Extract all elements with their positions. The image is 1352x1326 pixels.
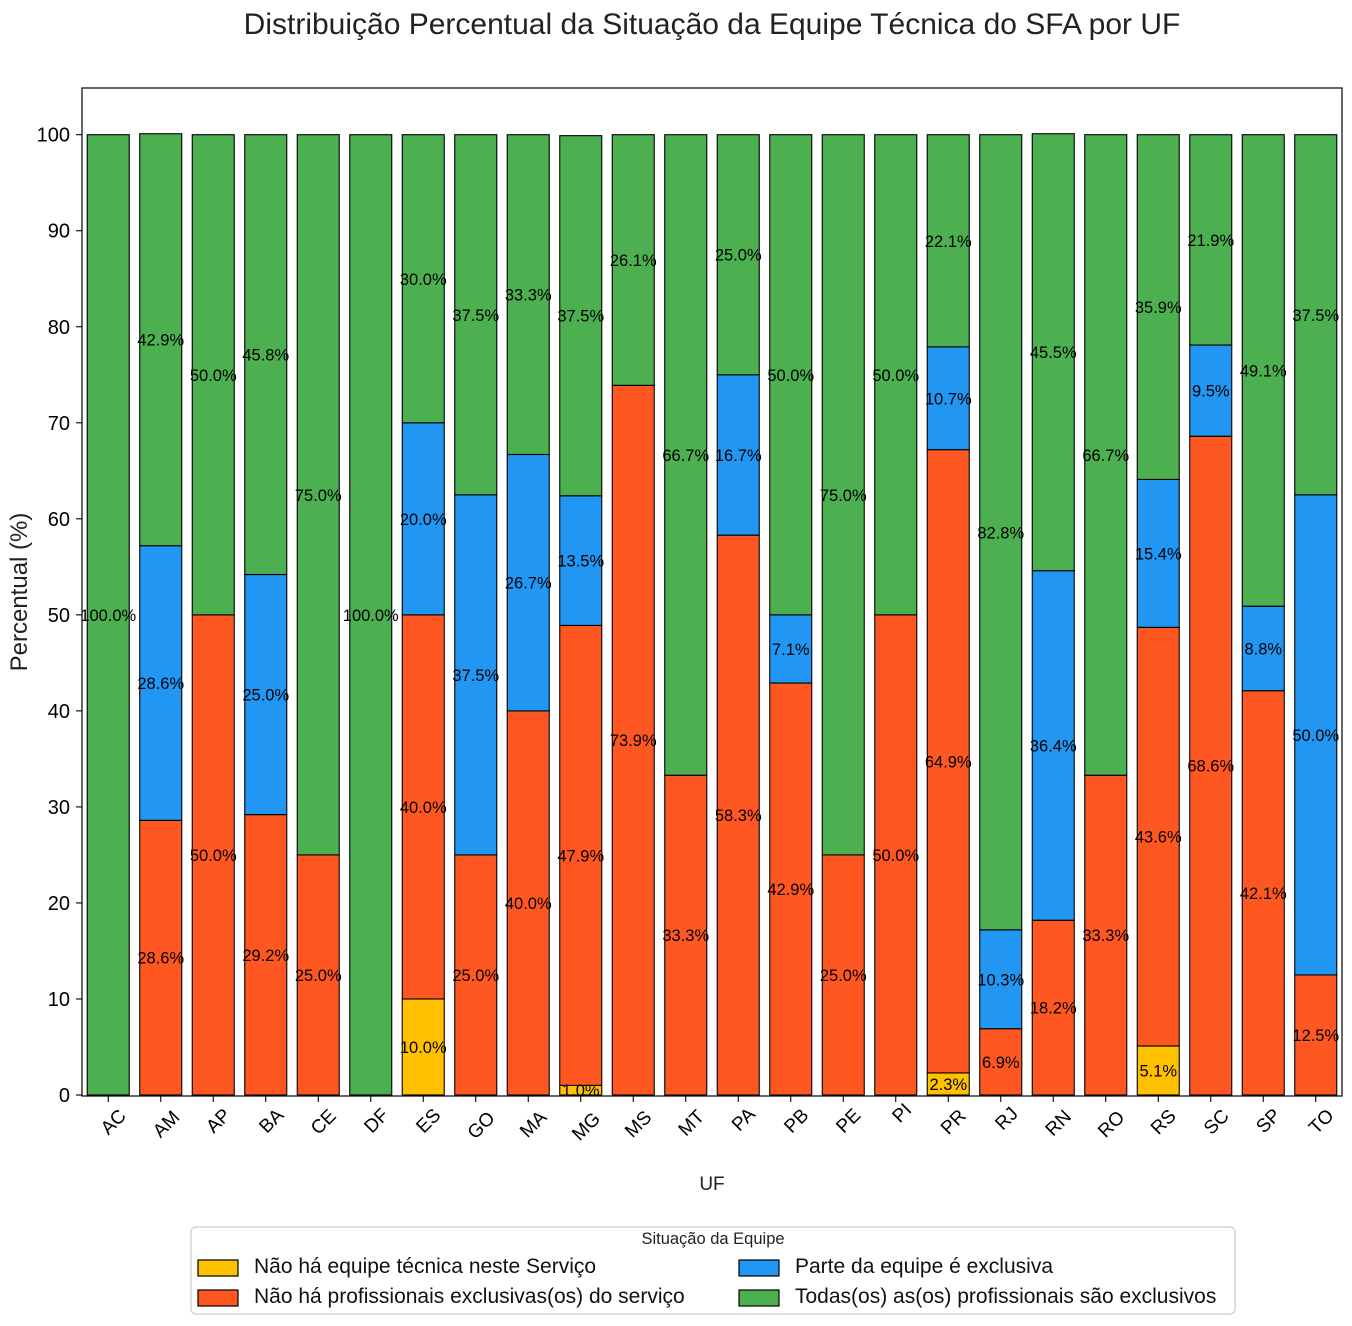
svg-text:64.9%: 64.9%	[925, 753, 972, 771]
svg-text:26.1%: 26.1%	[610, 252, 657, 270]
svg-text:18.2%: 18.2%	[1030, 1000, 1077, 1018]
svg-text:40: 40	[48, 701, 70, 723]
svg-text:75.0%: 75.0%	[820, 487, 867, 505]
svg-text:35.9%: 35.9%	[1135, 299, 1182, 317]
svg-text:45.8%: 45.8%	[242, 347, 289, 365]
svg-text:28.6%: 28.6%	[137, 675, 184, 693]
svg-text:33.3%: 33.3%	[1082, 927, 1129, 945]
svg-text:33.3%: 33.3%	[662, 927, 709, 945]
svg-text:25.0%: 25.0%	[715, 247, 762, 265]
svg-text:37.5%: 37.5%	[452, 307, 499, 325]
svg-text:82.8%: 82.8%	[977, 524, 1024, 542]
svg-text:42.1%: 42.1%	[1240, 885, 1287, 903]
svg-text:21.9%: 21.9%	[1187, 232, 1234, 250]
svg-text:66.7%: 66.7%	[1082, 447, 1129, 465]
svg-text:10: 10	[48, 989, 70, 1011]
svg-text:45.5%: 45.5%	[1030, 344, 1077, 362]
svg-text:28.6%: 28.6%	[137, 950, 184, 968]
svg-text:10.7%: 10.7%	[925, 390, 972, 408]
svg-text:8.8%: 8.8%	[1244, 640, 1282, 658]
svg-text:10.3%: 10.3%	[977, 971, 1024, 989]
svg-text:100.0%: 100.0%	[343, 607, 399, 625]
svg-text:9.5%: 9.5%	[1192, 383, 1230, 401]
svg-text:37.5%: 37.5%	[557, 308, 604, 326]
svg-text:100.0%: 100.0%	[80, 607, 136, 625]
svg-text:90: 90	[48, 221, 70, 243]
svg-text:42.9%: 42.9%	[767, 881, 814, 899]
svg-text:7.1%: 7.1%	[772, 641, 810, 659]
svg-text:Não há equipe técnica neste Se: Não há equipe técnica neste Serviço	[254, 1255, 596, 1278]
svg-text:50.0%: 50.0%	[872, 847, 919, 865]
svg-text:25.0%: 25.0%	[820, 967, 867, 985]
svg-text:75.0%: 75.0%	[295, 487, 342, 505]
svg-text:50: 50	[48, 605, 70, 627]
svg-text:30: 30	[48, 797, 70, 819]
svg-text:Situação da Equipe: Situação da Equipe	[641, 1230, 784, 1248]
svg-text:16.7%: 16.7%	[715, 447, 762, 465]
svg-text:20.0%: 20.0%	[400, 511, 447, 529]
svg-text:58.3%: 58.3%	[715, 807, 762, 825]
svg-text:47.9%: 47.9%	[557, 847, 604, 865]
svg-text:50.0%: 50.0%	[190, 367, 237, 385]
svg-text:25.0%: 25.0%	[242, 687, 289, 705]
svg-text:25.0%: 25.0%	[452, 967, 499, 985]
svg-text:60: 60	[48, 509, 70, 531]
svg-text:100: 100	[37, 125, 70, 147]
svg-text:40.0%: 40.0%	[400, 799, 447, 817]
svg-text:50.0%: 50.0%	[190, 847, 237, 865]
svg-text:66.7%: 66.7%	[662, 447, 709, 465]
svg-text:12.5%: 12.5%	[1292, 1027, 1339, 1045]
svg-text:30.0%: 30.0%	[400, 271, 447, 289]
svg-text:Não há profissionais exclusiva: Não há profissionais exclusivas(os) do s…	[254, 1285, 685, 1308]
svg-text:50.0%: 50.0%	[1292, 727, 1339, 745]
svg-text:6.9%: 6.9%	[982, 1054, 1020, 1072]
svg-text:36.4%: 36.4%	[1030, 737, 1077, 755]
svg-text:Parte da equipe é exclusiva: Parte da equipe é exclusiva	[795, 1255, 1053, 1278]
svg-text:1.0%: 1.0%	[562, 1082, 600, 1100]
svg-text:50.0%: 50.0%	[872, 367, 919, 385]
svg-text:50.0%: 50.0%	[767, 367, 814, 385]
svg-text:73.9%: 73.9%	[610, 732, 657, 750]
svg-text:33.3%: 33.3%	[505, 287, 552, 305]
svg-text:29.2%: 29.2%	[242, 947, 289, 965]
svg-text:49.1%: 49.1%	[1240, 362, 1287, 380]
svg-text:37.5%: 37.5%	[452, 667, 499, 685]
svg-text:42.9%: 42.9%	[137, 332, 184, 350]
svg-text:Todas(os) as(os) profissionais: Todas(os) as(os) profissionais são exclu…	[795, 1285, 1216, 1308]
svg-text:43.6%: 43.6%	[1135, 829, 1182, 847]
svg-text:26.7%: 26.7%	[505, 575, 552, 593]
svg-text:20: 20	[48, 893, 70, 915]
svg-text:25.0%: 25.0%	[295, 967, 342, 985]
svg-text:70: 70	[48, 413, 70, 435]
svg-text:68.6%: 68.6%	[1187, 758, 1234, 776]
svg-text:2.3%: 2.3%	[929, 1076, 967, 1094]
svg-text:80: 80	[48, 317, 70, 339]
svg-text:40.0%: 40.0%	[505, 895, 552, 913]
svg-text:10.0%: 10.0%	[400, 1039, 447, 1057]
svg-text:5.1%: 5.1%	[1139, 1063, 1177, 1081]
svg-text:22.1%: 22.1%	[925, 233, 972, 251]
svg-text:15.4%: 15.4%	[1135, 545, 1182, 563]
svg-text:37.5%: 37.5%	[1292, 307, 1339, 325]
svg-text:0: 0	[59, 1085, 70, 1107]
svg-text:13.5%: 13.5%	[557, 553, 604, 571]
